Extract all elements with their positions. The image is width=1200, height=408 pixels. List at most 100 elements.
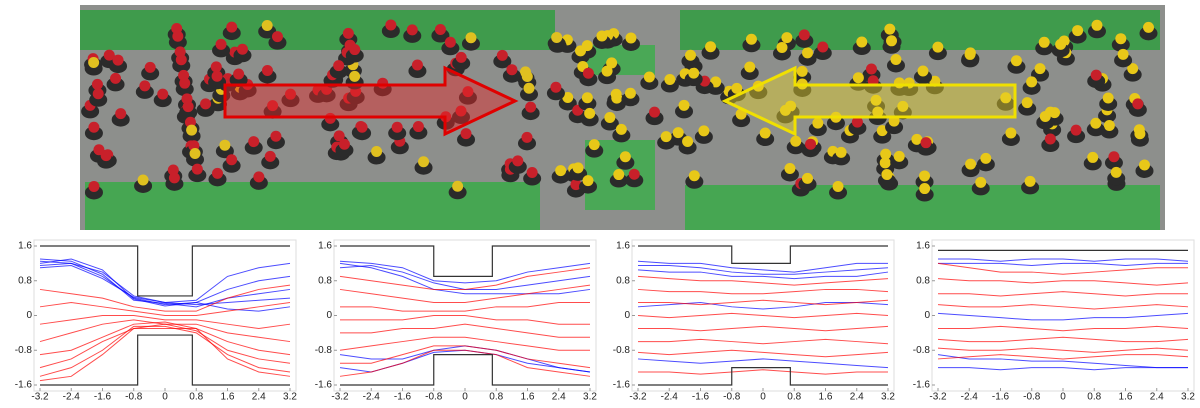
helmet	[261, 64, 273, 76]
trajectory	[937, 354, 1189, 360]
trajectory	[937, 304, 1189, 310]
helmet	[1087, 151, 1099, 163]
trajectory	[339, 262, 591, 295]
helmet	[745, 33, 757, 45]
y-tick-label: 0	[624, 310, 630, 321]
x-tick-label: -1.6	[692, 392, 710, 403]
helmet	[798, 29, 810, 41]
trajectory	[937, 278, 1189, 286]
trajectory	[39, 284, 291, 312]
helmet	[965, 158, 977, 170]
x-tick-label: 0	[760, 392, 766, 403]
helmet	[406, 24, 418, 36]
wall	[638, 367, 888, 386]
helmet	[550, 81, 562, 93]
helmet	[418, 156, 430, 168]
trajectory	[937, 312, 1189, 321]
helmet	[805, 138, 817, 150]
trajectory-plot: -1.6 -0.8 0 0.8 1.6 -3.2 -2.4 -1.6 -0.8 0 0.8 1.6 2.…	[15, 239, 297, 403]
helmet	[215, 38, 227, 50]
helmet	[575, 45, 587, 57]
y-tick-label: -1.6	[613, 380, 631, 391]
helmet	[1142, 21, 1154, 33]
fence-bottom-left	[85, 182, 540, 230]
y-tick-label: 1.6	[616, 241, 630, 252]
helmet	[371, 145, 383, 157]
x-tick-label: 2.4	[252, 392, 266, 403]
helmet	[562, 91, 574, 103]
helmet	[92, 88, 104, 100]
helmet	[226, 21, 238, 33]
helmet	[1110, 166, 1122, 178]
helmet	[588, 139, 600, 151]
y-tick-label: 1.6	[318, 241, 332, 252]
helmet	[1132, 98, 1144, 110]
helmet	[596, 30, 608, 42]
trajectory	[938, 258, 1189, 262]
trajectory	[39, 265, 291, 306]
x-tick-label: 1.6	[221, 392, 235, 403]
helmet	[611, 92, 623, 104]
y-tick-label: -0.8	[913, 345, 931, 356]
helmet	[911, 133, 923, 145]
helmet	[884, 23, 896, 35]
helmet	[112, 54, 124, 66]
trajectory	[39, 258, 291, 312]
x-tick-label: 1.6	[819, 392, 833, 403]
y-tick-label: 0	[26, 310, 32, 321]
y-tick-label: -0.8	[15, 345, 33, 356]
trajectory	[637, 312, 889, 319]
helmet	[606, 57, 618, 69]
helmet	[601, 65, 613, 77]
helmet	[284, 88, 296, 100]
x-tick-label: -2.4	[961, 392, 979, 403]
helmet	[465, 32, 477, 44]
wall	[638, 245, 888, 264]
helmet	[523, 82, 535, 94]
helmet	[688, 170, 700, 182]
trajectory	[937, 262, 1188, 275]
helmet	[261, 19, 273, 31]
x-tick-label: 0.8	[787, 392, 801, 403]
helmet	[1000, 92, 1012, 104]
helmet	[333, 60, 345, 72]
trajectory	[937, 347, 1189, 353]
trajectory	[637, 275, 889, 286]
helmet	[1091, 19, 1103, 31]
helmet	[975, 176, 987, 188]
helmet	[584, 107, 596, 119]
helmet	[349, 44, 361, 56]
trajectory	[638, 299, 889, 306]
helmet	[555, 165, 567, 177]
helmet	[881, 169, 893, 181]
helmet	[496, 49, 508, 61]
trajectory	[937, 336, 1189, 343]
helmet	[731, 82, 743, 94]
y-tick-label: -0.8	[315, 345, 333, 356]
x-tick-label: -1.6	[94, 392, 112, 403]
helmet	[802, 47, 814, 59]
x-tick-label: 0.8	[189, 392, 203, 403]
helmet	[521, 71, 533, 83]
helmet	[88, 121, 100, 133]
helmet	[672, 127, 684, 139]
helmet	[1005, 127, 1017, 139]
helmet	[179, 77, 191, 89]
helmet	[137, 174, 149, 186]
helmet	[200, 98, 212, 110]
helmet	[168, 172, 180, 184]
helmet	[172, 30, 184, 42]
helmet	[333, 130, 345, 142]
wall	[340, 353, 590, 386]
wall	[40, 245, 290, 297]
helmet	[460, 128, 472, 140]
helmet	[91, 78, 103, 90]
helmet	[521, 131, 533, 143]
helmet	[879, 157, 891, 169]
trajectory	[638, 369, 888, 375]
trajectory	[938, 262, 1188, 267]
trajectory	[638, 265, 889, 275]
helmet	[342, 27, 354, 39]
helmet	[688, 67, 700, 79]
helmet	[434, 24, 446, 36]
